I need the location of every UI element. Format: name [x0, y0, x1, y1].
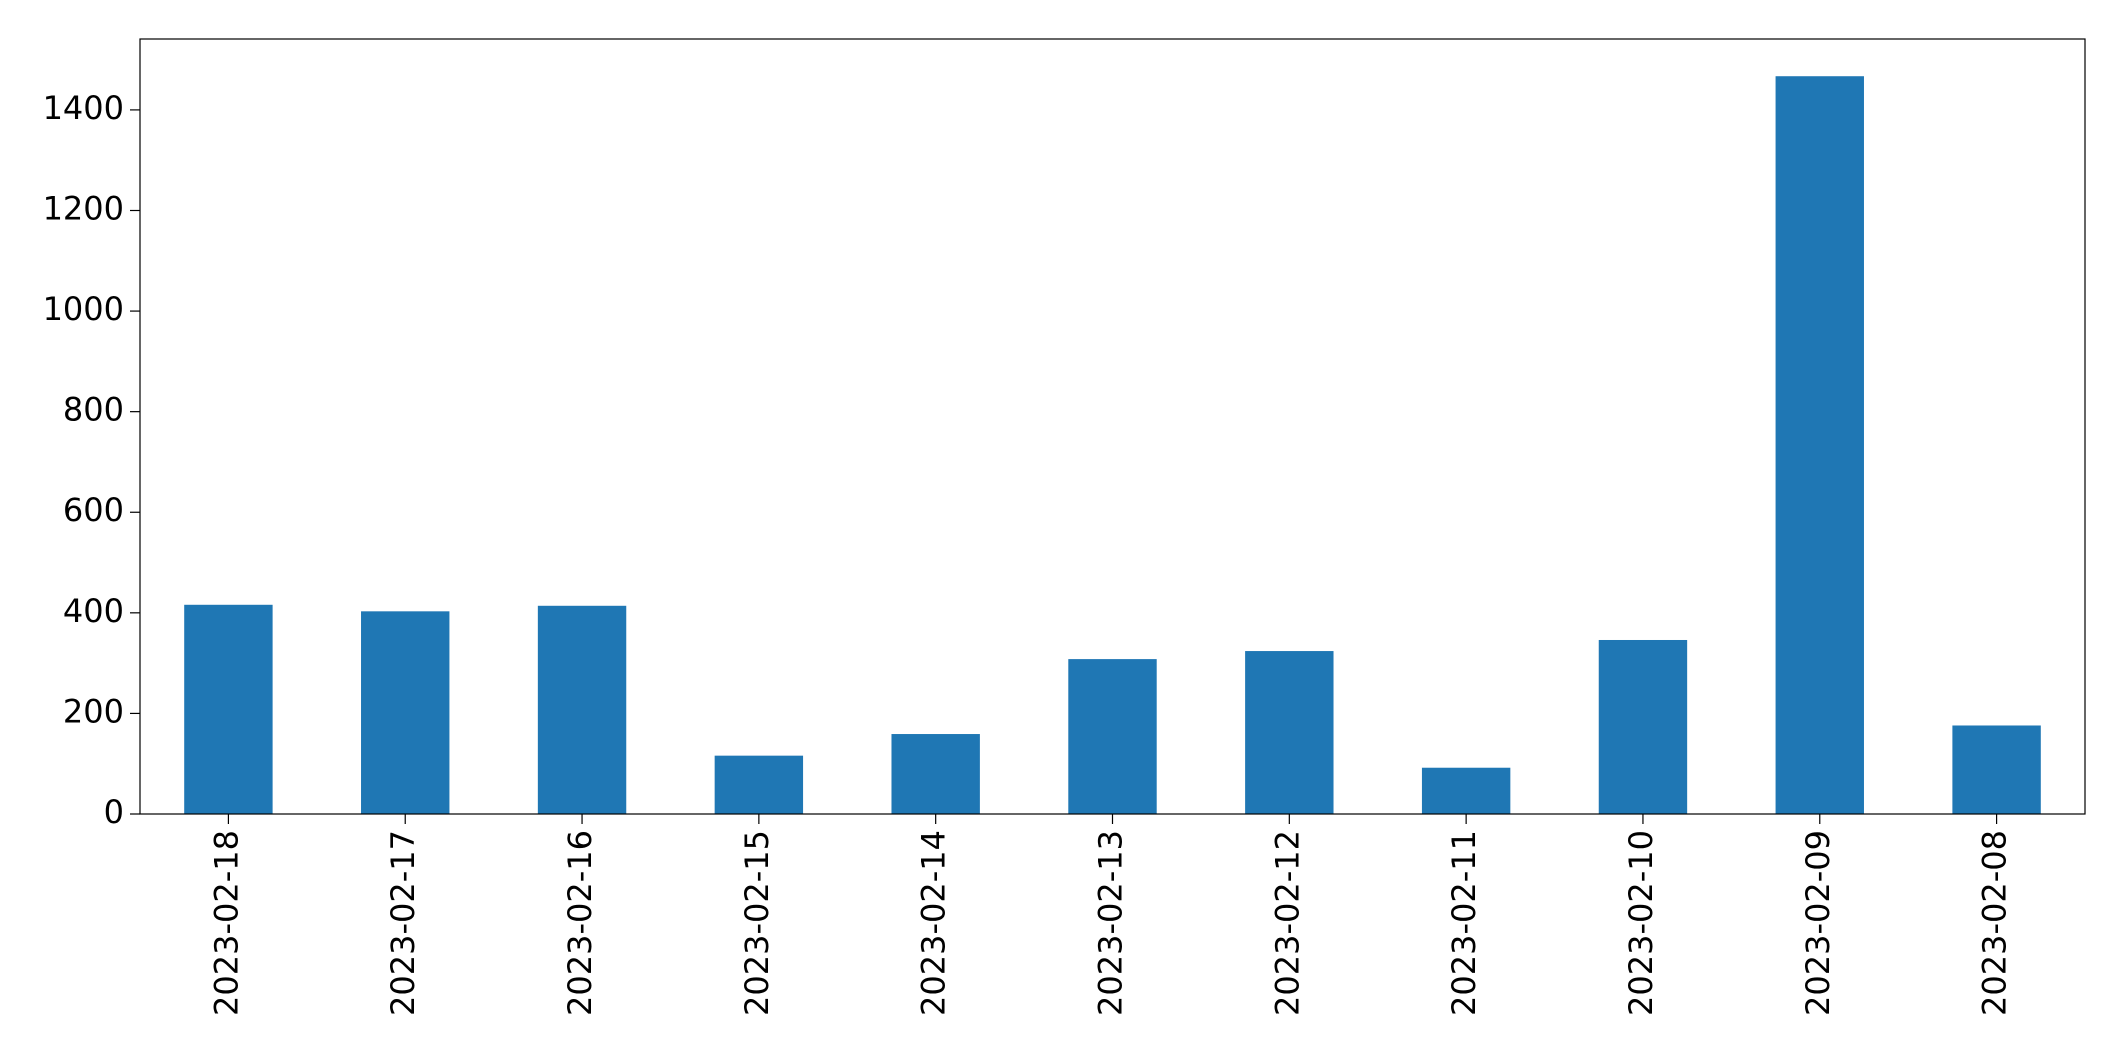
bar — [891, 734, 980, 814]
bar — [714, 755, 804, 814]
bar — [1598, 639, 1688, 814]
bar — [361, 611, 450, 814]
bar — [1421, 767, 1511, 814]
y-tick-label: 800 — [63, 391, 124, 429]
y-tick-label: 1000 — [43, 290, 124, 328]
bar — [184, 604, 273, 814]
x-tick-label: 2023-02-17 — [384, 830, 422, 1016]
x-tick-label: 2023-02-13 — [1092, 830, 1130, 1016]
x-tick-label: 2023-02-09 — [1799, 830, 1837, 1016]
x-tick-label: 2023-02-18 — [207, 830, 245, 1016]
x-tick-label: 2023-02-11 — [1445, 830, 1483, 1016]
x-tick-label: 2023-02-08 — [1976, 830, 2014, 1016]
y-tick-label: 0 — [104, 793, 124, 831]
y-tick-label: 400 — [63, 592, 124, 630]
bar — [1775, 76, 1864, 815]
axes-frame — [139, 38, 2086, 815]
x-tick-label: 2023-02-16 — [561, 830, 599, 1016]
x-tick-label: 2023-02-15 — [738, 830, 776, 1016]
x-tick-label: 2023-02-14 — [915, 830, 953, 1016]
bar — [1068, 659, 1157, 814]
y-tick-label: 600 — [63, 491, 124, 529]
y-tick-label: 1200 — [43, 189, 124, 227]
y-tick-label: 1400 — [43, 89, 124, 127]
x-tick-label: 2023-02-12 — [1268, 830, 1306, 1016]
bar — [1952, 725, 2041, 814]
bar — [537, 605, 627, 814]
y-tick-label: 200 — [63, 692, 124, 730]
x-tick-label: 2023-02-10 — [1622, 830, 1660, 1016]
bar — [1245, 651, 1334, 814]
